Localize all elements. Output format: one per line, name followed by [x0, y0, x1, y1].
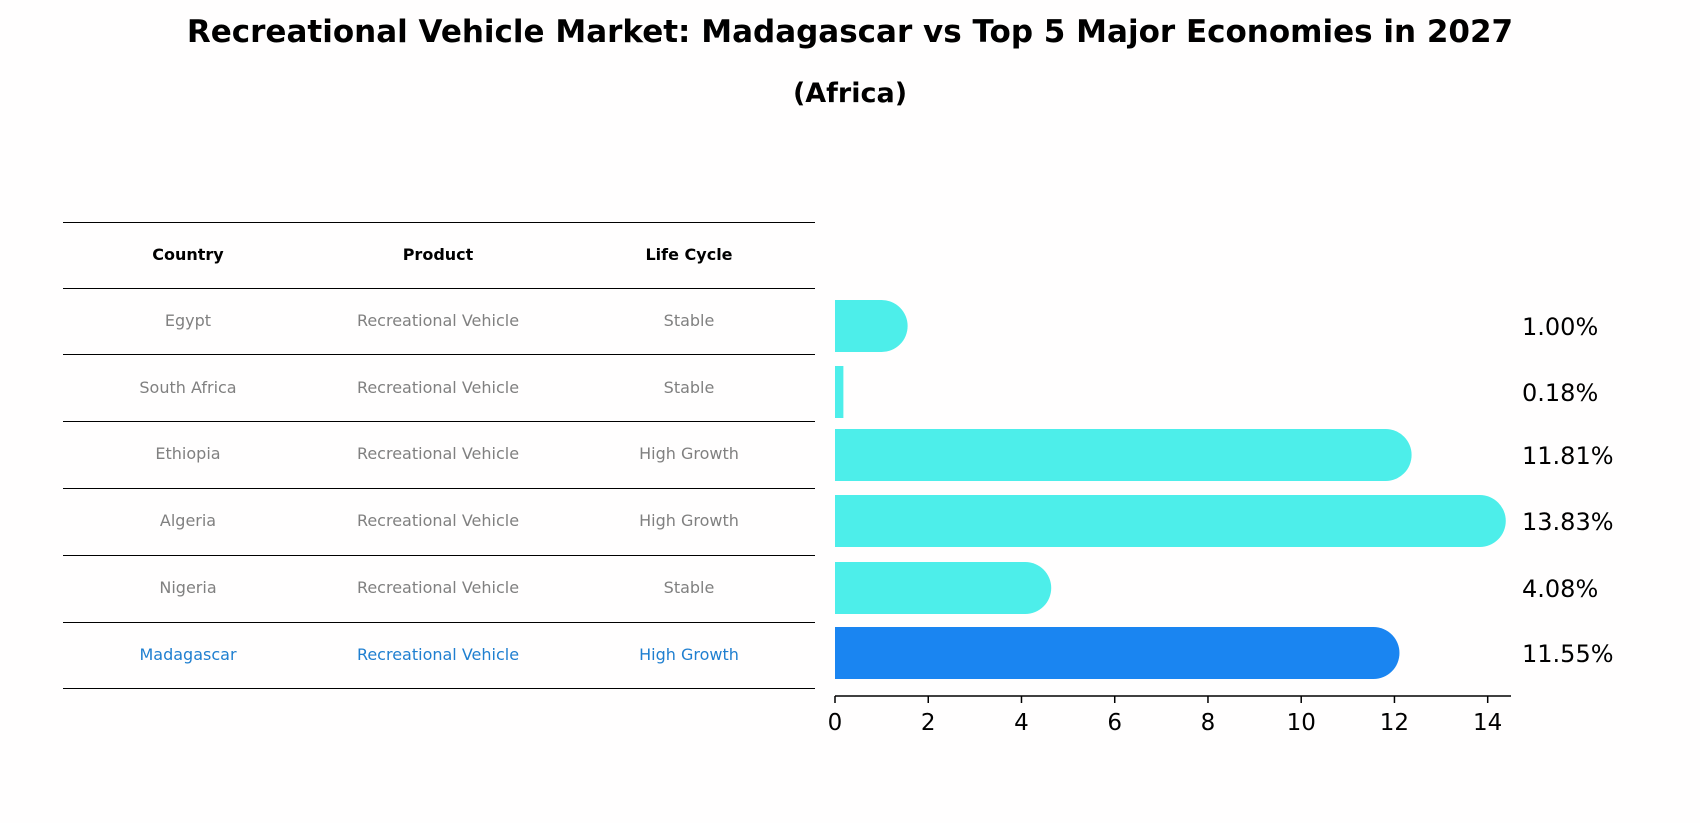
bar — [835, 366, 844, 418]
cell-product: Recreational Vehicle — [356, 378, 520, 397]
cell-life-cycle: Stable — [663, 311, 715, 330]
cell-product: Recreational Vehicle — [356, 311, 520, 330]
x-tick-label: 10 — [1287, 710, 1316, 736]
cell-product: Recreational Vehicle — [356, 511, 520, 530]
header-product: Product — [402, 245, 474, 264]
table-row: Nigeria Recreational Vehicle Stable — [63, 555, 815, 621]
x-tick-label: 2 — [921, 710, 936, 736]
chart-subtitle: (Africa) — [792, 78, 908, 109]
x-tick-label: 4 — [1014, 710, 1029, 736]
value-label: 13.83% — [1522, 508, 1614, 536]
bar — [835, 429, 1412, 481]
cell-life-cycle: High Growth — [639, 645, 739, 664]
cell-country: Egypt — [164, 311, 212, 330]
x-tick-label: 8 — [1201, 710, 1216, 736]
table-rule-row-1 — [63, 354, 815, 355]
x-tick-label: 14 — [1473, 710, 1502, 736]
value-label: 0.18% — [1522, 379, 1598, 407]
table-header-row: Country Product Life Cycle — [63, 222, 815, 288]
table-row: South Africa Recreational Vehicle Stable — [63, 355, 815, 421]
cell-product: Recreational Vehicle — [356, 578, 520, 597]
cell-product: Recreational Vehicle — [356, 444, 520, 463]
cell-product: Recreational Vehicle — [356, 645, 520, 664]
x-tick-label: 6 — [1107, 710, 1122, 736]
bar — [835, 495, 1506, 547]
bar — [835, 562, 1052, 614]
x-tick-label: 0 — [828, 710, 843, 736]
x-tick-label: 12 — [1380, 710, 1409, 736]
table-rule-row-5 — [63, 622, 815, 623]
table-rule-bottom — [63, 688, 815, 689]
cell-country: Ethiopia — [155, 444, 221, 463]
table-rule-top — [63, 222, 815, 223]
table-rule-header — [63, 288, 815, 289]
value-label: 11.81% — [1522, 442, 1614, 470]
bar — [835, 300, 908, 352]
table-row: Algeria Recreational Vehicle High Growth — [63, 488, 815, 554]
header-life-cycle: Life Cycle — [645, 245, 733, 264]
cell-life-cycle: High Growth — [639, 444, 739, 463]
table-rule-row-4 — [63, 555, 815, 556]
table-rule-row-3 — [63, 488, 815, 489]
cell-country: Nigeria — [159, 578, 217, 597]
cell-country: Algeria — [159, 511, 217, 530]
value-label: 11.55% — [1522, 640, 1614, 668]
cell-country: Madagascar — [139, 645, 237, 664]
cell-life-cycle: Stable — [663, 578, 715, 597]
header-country: Country — [152, 245, 224, 264]
cell-life-cycle: High Growth — [639, 511, 739, 530]
table-row: Ethiopia Recreational Vehicle High Growt… — [63, 421, 815, 487]
value-label: 4.08% — [1522, 575, 1598, 603]
table-row: Egypt Recreational Vehicle Stable — [63, 288, 815, 354]
cell-country: South Africa — [139, 378, 237, 397]
chart-title: Recreational Vehicle Market: Madagascar … — [186, 14, 1514, 50]
value-label: 1.00% — [1522, 313, 1598, 341]
table-row-highlight: Madagascar Recreational Vehicle High Gro… — [63, 622, 815, 688]
bar-highlight — [835, 627, 1400, 679]
cell-life-cycle: Stable — [663, 378, 715, 397]
table-rule-row-2 — [63, 421, 815, 422]
